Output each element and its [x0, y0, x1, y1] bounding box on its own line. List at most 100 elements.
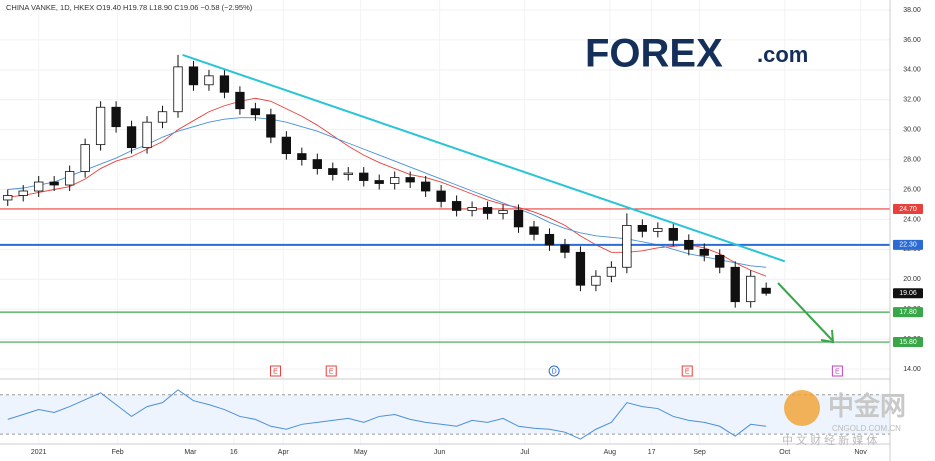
candle — [80, 138, 90, 178]
y-tick-label: 30.00 — [903, 127, 921, 134]
y-tick-label: 14.00 — [903, 366, 921, 373]
y-tick-label: 34.00 — [903, 67, 921, 74]
candle-body — [560, 244, 570, 253]
candle-body — [405, 177, 415, 183]
candle-body — [312, 159, 322, 169]
candle — [529, 220, 539, 241]
candle — [668, 222, 678, 247]
arrow — [777, 282, 835, 344]
candle-body — [390, 177, 400, 184]
candle — [34, 176, 44, 197]
candle-body — [204, 75, 214, 86]
candle-body — [95, 106, 106, 146]
candle — [699, 243, 709, 262]
y-tick-label: 24.00 — [903, 216, 921, 223]
candle-body — [219, 75, 230, 93]
candle-body — [436, 190, 446, 202]
arrow-head — [820, 329, 835, 344]
candle-body — [467, 207, 477, 211]
candle-body — [730, 266, 740, 303]
watermark-site: CNGOLD.COM.CN — [832, 424, 901, 433]
candle-body — [606, 266, 617, 277]
y-tick-label: 20.00 — [903, 276, 921, 283]
candle — [575, 246, 586, 292]
candle — [451, 195, 462, 217]
watermark-tagline: 中 文 财 经 新 媒 体 — [782, 433, 877, 447]
y-tick-label: 36.00 — [903, 37, 921, 44]
candle-body — [328, 168, 338, 175]
candle — [49, 176, 59, 191]
rsi-line — [7, 389, 767, 440]
watermark-icon — [784, 390, 820, 426]
candle-body — [653, 227, 663, 232]
moving-average — [7, 97, 767, 277]
candle-body — [173, 66, 183, 113]
candle — [328, 162, 338, 181]
candle-body — [451, 201, 462, 211]
candle-body — [297, 153, 307, 160]
event-label: E — [273, 368, 278, 375]
candle — [544, 228, 555, 251]
trendline — [182, 53, 786, 263]
candle-body — [591, 275, 601, 286]
candle-body — [529, 226, 539, 235]
candle-body — [18, 190, 28, 196]
candle — [312, 153, 322, 175]
level-label: 24.70 — [899, 206, 917, 213]
candle — [436, 185, 446, 208]
candle-body — [513, 210, 524, 228]
candle-body — [374, 180, 384, 184]
candle-body — [235, 91, 245, 110]
candle — [250, 102, 261, 121]
candle — [142, 116, 152, 154]
candle-body — [482, 207, 493, 214]
level-box — [893, 203, 923, 214]
candle-body — [64, 171, 75, 186]
candle — [560, 238, 570, 259]
last-price-label: 19.06 — [899, 290, 917, 297]
candle — [637, 219, 648, 238]
x-tick-label: Apr — [278, 449, 290, 456]
event-label: E — [329, 368, 334, 375]
level-label: 22.30 — [899, 242, 917, 249]
candle — [467, 201, 477, 217]
x-tick-label: Jun — [434, 449, 445, 456]
candle — [3, 189, 13, 206]
candle — [653, 222, 663, 238]
logo-name: FOREX — [585, 32, 723, 76]
candle-body — [575, 251, 586, 286]
candle — [64, 165, 75, 191]
x-tick-label: Aug — [604, 449, 617, 456]
x-tick-label: 16 — [230, 449, 238, 456]
candle-body — [637, 224, 648, 232]
candle-body — [498, 210, 508, 214]
event-marker — [548, 365, 560, 377]
candle — [111, 101, 121, 133]
candle-body — [111, 106, 121, 128]
candle-body — [34, 181, 44, 192]
logo: FOREX .com — [585, 32, 808, 76]
candle — [730, 261, 740, 308]
event-marker — [681, 365, 693, 377]
candle-body — [746, 275, 756, 303]
candle-body — [668, 227, 678, 241]
x-tick-label: Nov — [854, 449, 867, 456]
candle-body — [142, 121, 152, 149]
candle — [746, 270, 756, 308]
candle — [622, 213, 632, 274]
event-label: E — [685, 368, 690, 375]
candle — [390, 171, 400, 190]
event-label: D — [552, 368, 557, 375]
level-box — [893, 307, 923, 318]
candle-body — [761, 287, 771, 294]
watermark-name: 中金网 — [828, 391, 906, 421]
chart-title: CHINA VANKE, 1D, HKEX O19.40 H19.78 L18.… — [6, 3, 253, 12]
level-label: 17.80 — [899, 309, 917, 316]
event-label: E — [835, 368, 840, 375]
candle-body — [157, 111, 168, 123]
candle — [591, 270, 601, 292]
candle — [281, 131, 292, 160]
x-tick-label: Mar — [184, 449, 197, 456]
candle-body — [343, 172, 353, 175]
